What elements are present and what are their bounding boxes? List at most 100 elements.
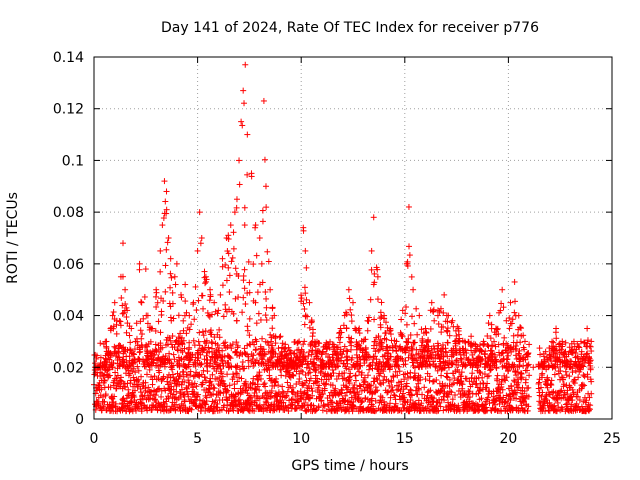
baseline-point (304, 360, 311, 367)
baseline-point (505, 352, 512, 359)
baseline-point (307, 375, 314, 382)
baseline-point (459, 381, 466, 388)
peak-point (405, 203, 412, 210)
baseline-point (279, 383, 286, 390)
scatter-point (232, 265, 239, 272)
baseline-point (176, 404, 183, 411)
peak-point (142, 266, 149, 273)
scatter-point (431, 317, 438, 324)
scatter-point (241, 100, 248, 107)
baseline-point (121, 398, 128, 405)
peak-point (202, 273, 209, 280)
baseline-point (134, 363, 141, 370)
baseline-point (152, 392, 159, 399)
baseline-point (156, 369, 163, 376)
baseline-point (118, 344, 125, 351)
baseline-point (233, 339, 240, 346)
baseline-point (205, 385, 212, 392)
baseline-point (115, 349, 122, 356)
scatter-point (155, 318, 162, 325)
baseline-point (162, 387, 169, 394)
scatter-point (182, 298, 189, 305)
scatter-point (267, 331, 274, 338)
scatter-point (275, 345, 282, 352)
baseline-point (114, 372, 121, 379)
baseline-point (308, 385, 315, 392)
scatter-point (183, 309, 190, 316)
baseline-point (229, 341, 236, 348)
baseline-point (187, 372, 194, 379)
baseline-point (175, 375, 182, 382)
scatter-point (141, 293, 148, 300)
baseline-point (241, 365, 248, 372)
baseline-point (587, 343, 594, 350)
baseline-point (100, 372, 107, 379)
scatter-point (269, 304, 276, 311)
baseline-point (219, 378, 226, 385)
baseline-point (202, 401, 209, 408)
peak-point (165, 235, 172, 241)
scatter-point (123, 313, 130, 320)
scatter-point (301, 306, 308, 313)
scatter-point (162, 288, 169, 295)
baseline-point (197, 361, 204, 368)
baseline-point (293, 397, 300, 404)
scatter-point (191, 342, 198, 349)
peak-point (198, 235, 205, 241)
peak-point (122, 286, 129, 293)
peak-point (345, 286, 352, 293)
scatter-point (374, 296, 381, 303)
baseline-point (191, 389, 198, 396)
baseline-point (242, 378, 249, 385)
scatter-point (301, 284, 308, 291)
scatter-point (246, 332, 253, 339)
baseline-point (283, 392, 290, 399)
baseline-point (407, 369, 414, 376)
baseline-point (137, 399, 144, 406)
scatter-point (347, 306, 354, 313)
baseline-point (179, 386, 186, 393)
baseline-point (224, 387, 231, 394)
baseline-point (254, 383, 261, 390)
scatter-point (512, 298, 519, 305)
scatter-point (163, 246, 170, 253)
scatter-point (246, 279, 253, 286)
peak-point (428, 299, 435, 306)
scatter-point (510, 332, 517, 339)
scatter-point (168, 274, 175, 281)
scatter-point (138, 298, 145, 305)
baseline-point (228, 345, 235, 352)
baseline-point (95, 400, 102, 407)
scatter-point (257, 316, 264, 323)
baseline-point (167, 390, 174, 397)
baseline-point (200, 404, 207, 411)
baseline-point (202, 407, 209, 414)
peak-point (161, 178, 168, 185)
baseline-point (138, 373, 145, 380)
baseline-point (251, 408, 258, 415)
scatter-point (170, 351, 177, 358)
scatter-point (427, 325, 434, 332)
scatter-point (193, 307, 200, 314)
scatter-point (370, 342, 377, 349)
baseline-point (174, 346, 181, 353)
scatter-point (387, 331, 394, 338)
baseline-point (236, 396, 243, 403)
y-tick-label: 0.06 (53, 257, 84, 273)
baseline-point (226, 354, 233, 361)
peak-point (120, 240, 127, 247)
baseline-point (199, 379, 206, 386)
x-tick-label: 25 (603, 431, 621, 447)
baseline-point (137, 389, 144, 396)
baseline-point (223, 388, 230, 395)
baseline-point (285, 344, 292, 351)
baseline-point (502, 377, 509, 384)
scatter-point (340, 322, 347, 329)
baseline-point (539, 370, 546, 377)
peak-point (584, 325, 591, 332)
peak-point (553, 325, 560, 332)
baseline-point (206, 386, 213, 393)
baseline-point (185, 393, 192, 400)
baseline-point (307, 342, 314, 349)
baseline-point (232, 370, 239, 377)
